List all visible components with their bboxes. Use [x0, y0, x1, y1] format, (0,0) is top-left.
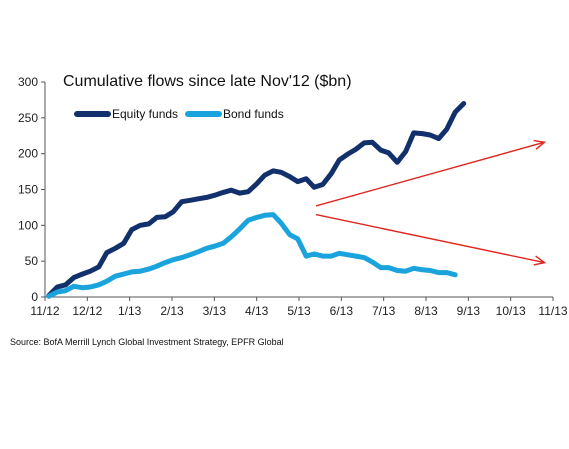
arrow-line-1 — [315, 213, 545, 264]
x-tick-label: 6/13 — [330, 304, 354, 318]
y-tick-label: 250 — [18, 111, 38, 125]
x-tick-label: 11/13 — [538, 304, 567, 318]
chart-title: Cumulative flows since late Nov'12 ($bn) — [63, 73, 352, 90]
y-tick-label: 200 — [18, 147, 38, 161]
x-tick-label: 9/13 — [457, 304, 481, 318]
y-tick-label: 100 — [18, 218, 38, 232]
legend: Equity funds Bond funds — [74, 107, 284, 121]
x-tick-label: 5/13 — [287, 304, 311, 318]
x-tick-label: 1/13 — [118, 304, 142, 318]
series-lines — [46, 101, 467, 299]
x-tick-label: 3/13 — [203, 304, 227, 318]
legend-label-bond: Bond funds — [223, 107, 284, 121]
x-tick-label: 12/12 — [72, 304, 102, 318]
series-line-bond-funds — [46, 212, 458, 299]
x-tick-label: 11/12 — [30, 304, 59, 318]
source-note: Source: BofA Merrill Lynch Global Invest… — [10, 337, 284, 347]
annotations — [315, 139, 547, 266]
y-tick-label: 0 — [31, 290, 38, 304]
y-tick-label: 150 — [18, 183, 38, 197]
x-tick-label: 8/13 — [414, 304, 438, 318]
arrow-line-0 — [315, 141, 545, 207]
arrow-head-0 — [533, 139, 547, 150]
axes: 0 50 100 150 200 250 300 11/12 12/12 1/13 2/13 3/13… — [18, 75, 568, 318]
y-tick-label: 300 — [18, 75, 38, 89]
legend-label-equity: Equity funds — [112, 107, 178, 121]
y-tick-label: 50 — [25, 254, 39, 268]
series-line-equity-funds — [46, 101, 467, 299]
x-tick-label: 4/13 — [245, 304, 269, 318]
arrow-head-1 — [533, 255, 547, 266]
x-tick-label: 2/13 — [160, 304, 184, 318]
x-tick-label: 7/13 — [372, 304, 396, 318]
x-tick-label: 10/13 — [496, 304, 526, 318]
